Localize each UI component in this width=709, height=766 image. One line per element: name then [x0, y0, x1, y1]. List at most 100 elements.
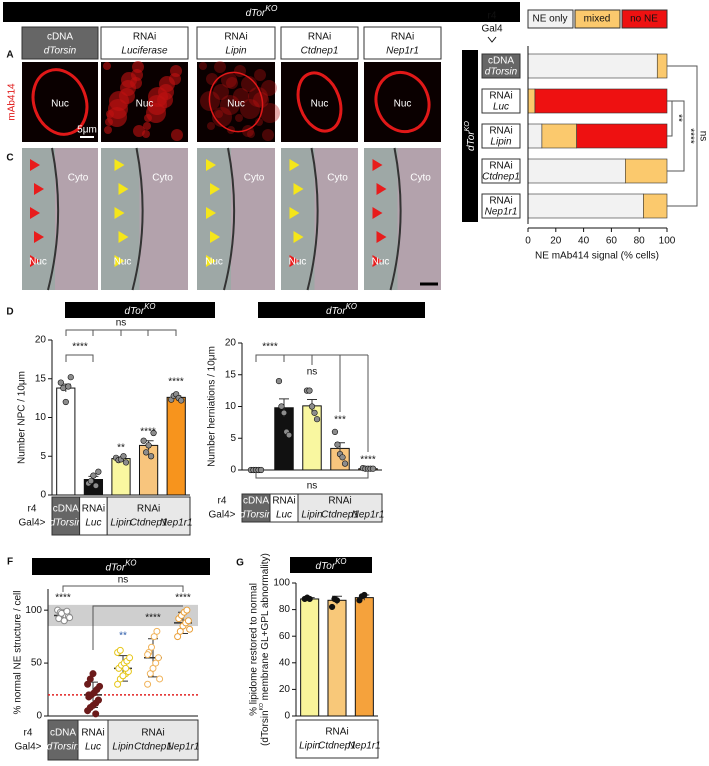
sig-label: ****: [175, 593, 191, 604]
data-point: [122, 459, 130, 466]
group-label: cDNA: [53, 504, 79, 515]
y-axis-sublabel: (dTorsinKO membrane GL+GPL abnormality): [259, 553, 270, 746]
condition-type: cDNA: [47, 32, 73, 43]
category-label: Luc: [276, 510, 292, 521]
bar-segment: [527, 123, 543, 149]
if-blob: [214, 61, 226, 73]
genotype-sup: KO: [335, 557, 346, 566]
sig-label: ns: [118, 575, 129, 586]
y-tick-label: 50: [31, 658, 43, 669]
condition-box: [363, 26, 442, 60]
legend-swatch: [621, 9, 668, 29]
data-point: [144, 651, 152, 659]
y-tick-label: 40: [279, 657, 291, 668]
if-blob: [148, 87, 168, 107]
bar-segment: [624, 158, 668, 184]
data-point: [122, 664, 130, 672]
condition-type: RNAi: [133, 32, 156, 43]
if-blob: [144, 114, 152, 122]
sig-label: ****: [145, 613, 161, 624]
y-axis-label: % normal NE structure / cell: [13, 591, 24, 715]
sig-label: ****: [72, 342, 88, 353]
y-tick-label: 60: [279, 631, 291, 642]
data-point: [62, 398, 69, 406]
condition-box: [100, 26, 189, 60]
y-tick-label: 0: [40, 490, 46, 501]
sig-bracket: [284, 354, 369, 452]
genotype-bar: [3, 2, 520, 22]
panel-letter: C: [6, 153, 13, 164]
if-blob: [106, 110, 114, 118]
y-axis-label: Number herniations / 10μm: [207, 346, 218, 467]
em-arrow: [289, 207, 300, 219]
y-sub-sup: KO: [259, 703, 265, 710]
y-tick-label: 15: [225, 369, 237, 380]
nuclear-rim: [208, 71, 264, 133]
condition-name: Ctdnep1: [301, 46, 339, 57]
genotype-label: dTorKO: [316, 557, 347, 572]
sig-bracket: [255, 472, 369, 479]
data-point: [60, 617, 68, 625]
data-point: [63, 607, 71, 615]
group-box: [295, 719, 379, 759]
em-nuc-label: Nuc: [29, 257, 47, 268]
data-point: [331, 428, 339, 436]
genotype-base: dTor: [316, 561, 336, 572]
nuclear-envelope: [306, 147, 319, 291]
data-point: [144, 680, 152, 688]
x-tick-label: 20: [550, 236, 562, 247]
data-point: [92, 710, 100, 718]
group-label: RNAi: [141, 728, 164, 739]
data-point: [333, 597, 341, 604]
sig-label: **: [119, 631, 127, 642]
y-tick-label: 80: [279, 604, 291, 615]
category-type: RNAi: [489, 161, 512, 172]
if-blob: [159, 76, 175, 92]
data-point: [149, 664, 157, 672]
panel-letter: A: [6, 50, 13, 61]
bar-segment: [643, 193, 668, 219]
genotype-sup: KO: [463, 121, 471, 132]
category-label: Ctdnep1: [130, 518, 168, 529]
data-point: [67, 374, 74, 381]
nuclear-envelope: [389, 147, 402, 291]
genotype-base: dTor: [466, 131, 477, 151]
sig-label: ns: [116, 318, 127, 329]
em-arrow: [114, 255, 125, 267]
y-tick-label: 15: [35, 373, 47, 384]
genotype-label: dTorKO: [463, 121, 477, 151]
data-point: [89, 670, 97, 678]
bar: [274, 407, 294, 471]
if-blob: [235, 114, 243, 122]
if-blob: [103, 62, 111, 70]
nuclear-envelope: [47, 147, 60, 291]
data-point: [143, 449, 150, 456]
em-nuc-label: Nuc: [205, 257, 223, 268]
bar-segment: [576, 123, 668, 149]
category-type: cDNA: [488, 56, 514, 67]
sig-label: ***: [334, 415, 346, 426]
if-blob: [221, 72, 237, 88]
data-point: [308, 403, 316, 410]
em-cytoplasm: [397, 148, 441, 290]
y-tick-label: 20: [279, 684, 291, 695]
legend-label: mixed: [584, 14, 611, 25]
genotype-base: dTor: [326, 306, 346, 317]
nucleus-label: Nuc: [394, 99, 412, 110]
data-point: [145, 442, 152, 449]
group-box: [106, 496, 191, 536]
em-arrow: [30, 255, 40, 267]
y-tick-label: 0: [230, 465, 236, 476]
category-label: dTorsin: [50, 518, 83, 529]
category-name: Lipin: [490, 137, 512, 148]
bar-segment: [534, 88, 668, 114]
sig-label: ****: [360, 455, 376, 466]
genotype-bar: [258, 302, 425, 318]
y-tick-label: 5: [40, 451, 46, 462]
if-blob: [207, 122, 215, 130]
nuclear-rim: [296, 71, 343, 133]
data-point: [176, 627, 184, 635]
category-box: [481, 123, 521, 149]
if-blob: [226, 77, 238, 89]
em-arrow: [293, 183, 304, 195]
